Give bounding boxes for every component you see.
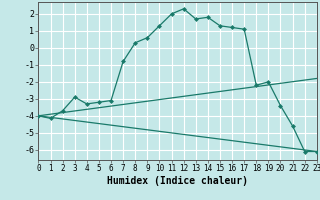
- X-axis label: Humidex (Indice chaleur): Humidex (Indice chaleur): [107, 176, 248, 186]
